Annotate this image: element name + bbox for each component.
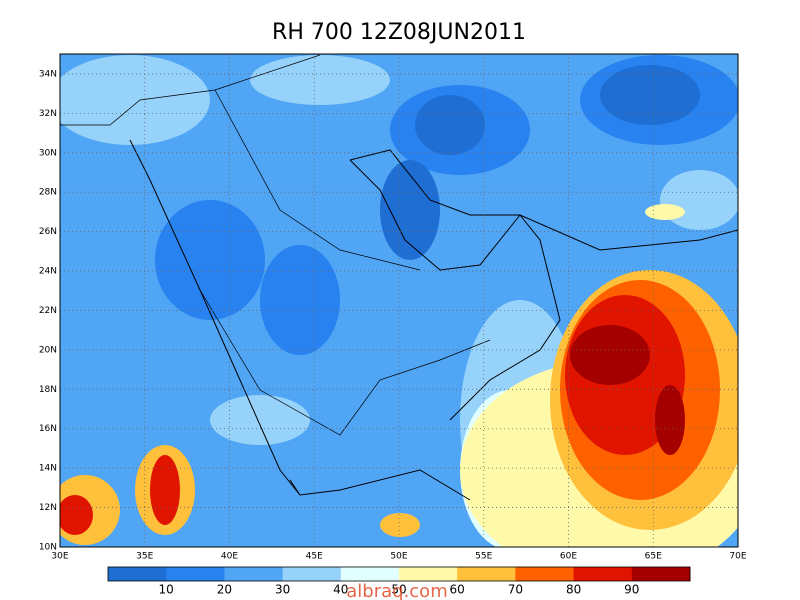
lat-label: 34N xyxy=(39,69,57,79)
coastline xyxy=(129,139,471,501)
lon-label: 60E xyxy=(560,552,577,562)
colorbar-label: 60 xyxy=(450,583,465,597)
lat-label: 16N xyxy=(39,424,57,434)
lat-label: 22N xyxy=(39,306,57,316)
lat-label: 32N xyxy=(39,109,57,119)
colorbar-frame xyxy=(107,566,691,582)
colorbar-label: 30 xyxy=(275,583,290,597)
field-patch xyxy=(155,200,265,320)
field-patch xyxy=(600,65,700,125)
lat-label: 30N xyxy=(39,148,57,158)
lat-label: 24N xyxy=(39,267,57,277)
field-patch xyxy=(570,325,650,385)
lon-label: 45E xyxy=(306,552,323,562)
colorbar-swatch xyxy=(166,567,225,581)
lat-label: 28N xyxy=(39,188,57,198)
lat-label: 26N xyxy=(39,227,57,237)
field-patch xyxy=(60,495,93,535)
axis-labels: 10N 12N 14N 16N 18N 20N 22N 24N 26N 28N 30N 32N 34N 3… xyxy=(39,69,747,561)
colorbar-swatch xyxy=(573,567,633,581)
field-patch xyxy=(210,395,310,445)
colorbar-label: 70 xyxy=(508,583,523,597)
colorbar-swatch xyxy=(108,567,167,581)
plot-title: RH 700 12Z08JUN2011 xyxy=(272,20,526,45)
field-patch xyxy=(260,245,340,355)
colorbar-label: 80 xyxy=(566,583,581,597)
colorbar-swatch xyxy=(399,567,458,581)
lon-label: 40E xyxy=(221,552,238,562)
field-patch xyxy=(645,204,685,220)
colorbar-swatch xyxy=(631,567,691,581)
lon-label: 65E xyxy=(645,552,662,562)
watermark: albraq.com xyxy=(346,581,447,600)
lat-label: 20N xyxy=(39,345,57,355)
field-patch xyxy=(60,55,210,145)
colorbar-swatch xyxy=(282,567,342,581)
colorbar-swatch xyxy=(340,567,400,581)
field-patch xyxy=(655,385,685,455)
field-patch xyxy=(415,95,485,155)
field-patch xyxy=(660,170,738,230)
field-patch xyxy=(250,55,390,105)
colorbar-label: 50 xyxy=(391,583,406,597)
lat-label: 18N xyxy=(39,385,57,395)
lat-label: 12N xyxy=(39,503,57,513)
border xyxy=(60,54,491,436)
colorbar-swatch xyxy=(515,567,575,581)
lat-label: 10N xyxy=(39,543,57,553)
map-frame xyxy=(59,53,739,548)
lon-label: 55E xyxy=(475,552,492,562)
coastline xyxy=(349,149,738,251)
field-patch xyxy=(150,455,180,525)
field-patch xyxy=(380,160,440,260)
rh-field xyxy=(60,54,738,547)
lat-label: 14N xyxy=(39,464,57,474)
lon-label: 30E xyxy=(51,552,68,562)
colorbar-swatch xyxy=(457,567,516,581)
colorbar-label: 10 xyxy=(159,583,174,597)
lon-label: 70E xyxy=(729,552,746,562)
colorbar-swatch xyxy=(224,567,284,581)
colorbar-label: 20 xyxy=(217,583,232,597)
field-patch xyxy=(380,513,420,537)
colorbar: 10 20 30 40 50 60 70 80 90 xyxy=(107,566,691,597)
lon-label: 50E xyxy=(390,552,407,562)
colorbar-label: 90 xyxy=(624,583,639,597)
graticule xyxy=(60,54,738,547)
lon-label: 35E xyxy=(136,552,153,562)
colorbar-label: 40 xyxy=(333,583,348,597)
